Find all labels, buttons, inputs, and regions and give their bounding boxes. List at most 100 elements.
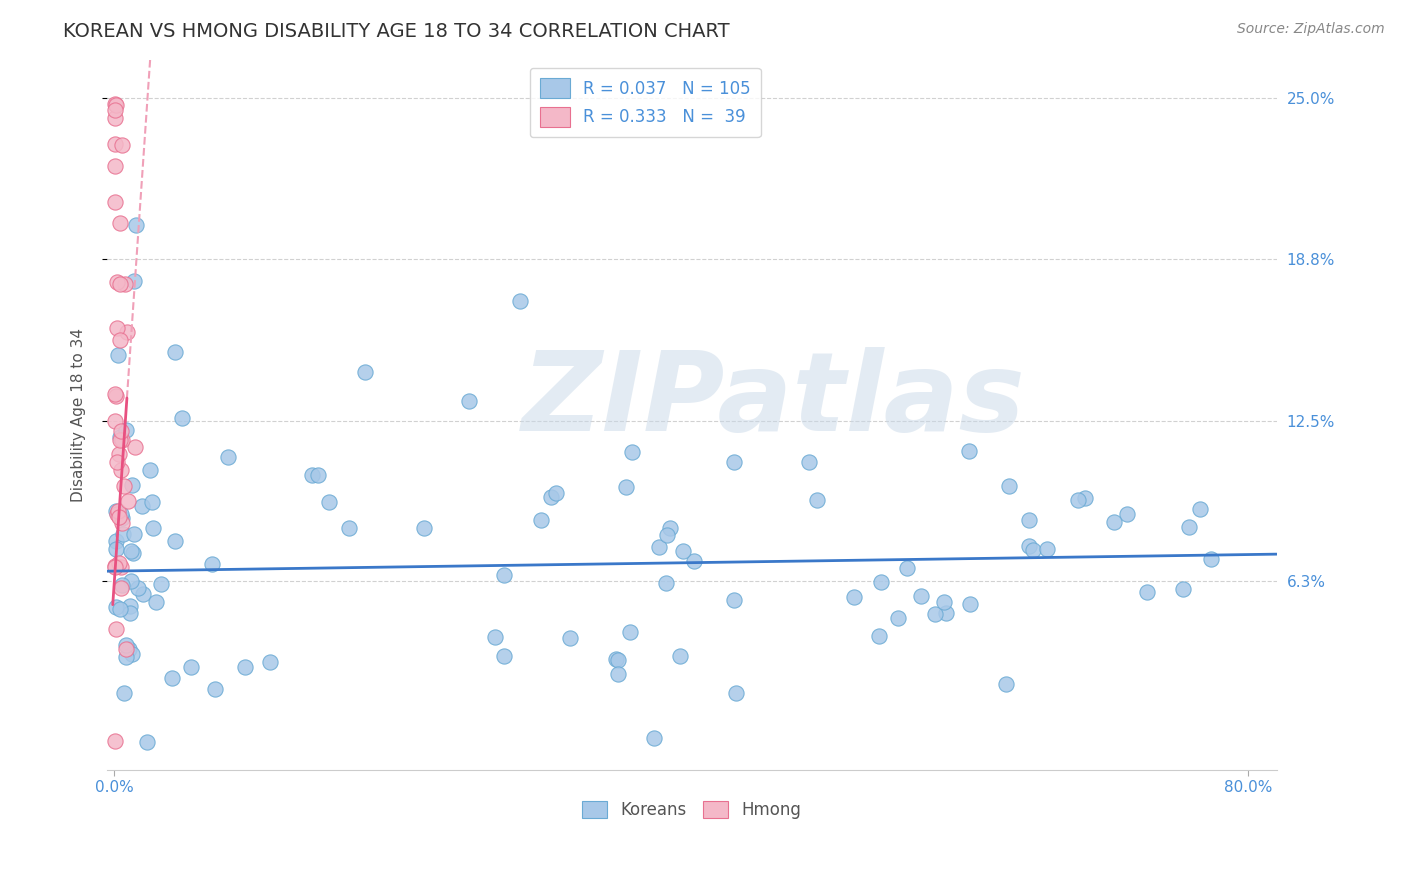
Point xyxy=(1104,516,1126,530)
Point xyxy=(337,521,360,535)
Point xyxy=(844,590,866,604)
Point xyxy=(657,528,679,542)
Point xyxy=(544,485,567,500)
Point xyxy=(114,639,136,653)
Point xyxy=(606,653,628,667)
Point xyxy=(1178,520,1201,534)
Point xyxy=(217,450,239,464)
Point xyxy=(1115,507,1137,521)
Point xyxy=(112,479,135,493)
Point xyxy=(1136,584,1159,599)
Point xyxy=(124,526,146,541)
Y-axis label: Disability Age 18 to 34: Disability Age 18 to 34 xyxy=(72,327,86,502)
Point xyxy=(806,492,828,507)
Point xyxy=(112,686,135,700)
Point xyxy=(136,734,159,748)
Point xyxy=(149,577,172,591)
Point xyxy=(868,629,890,643)
Point xyxy=(530,513,553,527)
Point xyxy=(111,138,134,153)
Point xyxy=(111,433,134,447)
Point xyxy=(799,455,821,469)
Point xyxy=(724,686,747,700)
Point xyxy=(114,642,136,657)
Point xyxy=(108,433,131,447)
Point xyxy=(492,648,515,663)
Point xyxy=(723,455,745,469)
Point xyxy=(107,556,129,570)
Point xyxy=(110,581,132,595)
Point xyxy=(957,443,980,458)
Point xyxy=(648,540,671,554)
Point xyxy=(935,606,957,620)
Point xyxy=(122,546,145,560)
Point xyxy=(120,574,142,589)
Text: Source: ZipAtlas.com: Source: ZipAtlas.com xyxy=(1237,22,1385,37)
Point xyxy=(540,490,562,504)
Point xyxy=(104,98,127,112)
Point xyxy=(1199,551,1222,566)
Point xyxy=(457,394,479,409)
Point xyxy=(105,534,128,549)
Point xyxy=(620,445,643,459)
Point xyxy=(108,333,131,347)
Point xyxy=(104,159,127,173)
Point xyxy=(108,216,131,230)
Point xyxy=(105,455,128,469)
Point xyxy=(124,440,146,454)
Point xyxy=(125,219,148,233)
Point xyxy=(110,559,132,574)
Point xyxy=(108,447,131,461)
Point xyxy=(959,597,981,611)
Point xyxy=(869,574,891,589)
Point xyxy=(614,479,637,493)
Point xyxy=(104,111,127,125)
Point xyxy=(141,494,163,508)
Point xyxy=(115,649,138,664)
Point xyxy=(165,345,187,359)
Point xyxy=(723,593,745,607)
Point xyxy=(108,277,131,292)
Point xyxy=(172,411,194,425)
Point xyxy=(259,655,281,669)
Legend: Koreans, Hmong: Koreans, Hmong xyxy=(575,794,808,826)
Point xyxy=(110,507,132,521)
Point xyxy=(121,478,143,492)
Point xyxy=(1035,541,1057,556)
Point xyxy=(1022,542,1045,557)
Point xyxy=(318,494,340,508)
Point xyxy=(105,507,128,521)
Point xyxy=(110,430,132,444)
Point xyxy=(127,581,149,595)
Point xyxy=(121,647,143,661)
Point xyxy=(994,677,1017,691)
Point xyxy=(668,648,690,663)
Point xyxy=(104,734,127,748)
Point xyxy=(111,526,134,541)
Point xyxy=(104,387,127,401)
Point xyxy=(104,541,127,556)
Point xyxy=(104,599,127,614)
Point xyxy=(104,414,127,428)
Point xyxy=(492,568,515,582)
Point xyxy=(672,544,695,558)
Point xyxy=(131,499,153,513)
Point xyxy=(117,494,139,508)
Point xyxy=(115,424,138,438)
Point xyxy=(235,660,257,674)
Point xyxy=(115,326,138,340)
Point xyxy=(658,521,681,535)
Point xyxy=(132,587,155,601)
Point xyxy=(122,274,145,288)
Point xyxy=(1171,582,1194,596)
Point xyxy=(509,293,531,308)
Point xyxy=(932,595,955,609)
Point xyxy=(1018,539,1040,553)
Point xyxy=(204,681,226,696)
Point xyxy=(619,624,641,639)
Point xyxy=(118,599,141,613)
Point xyxy=(484,630,506,644)
Point xyxy=(307,468,329,483)
Point xyxy=(120,544,142,558)
Point xyxy=(1066,492,1088,507)
